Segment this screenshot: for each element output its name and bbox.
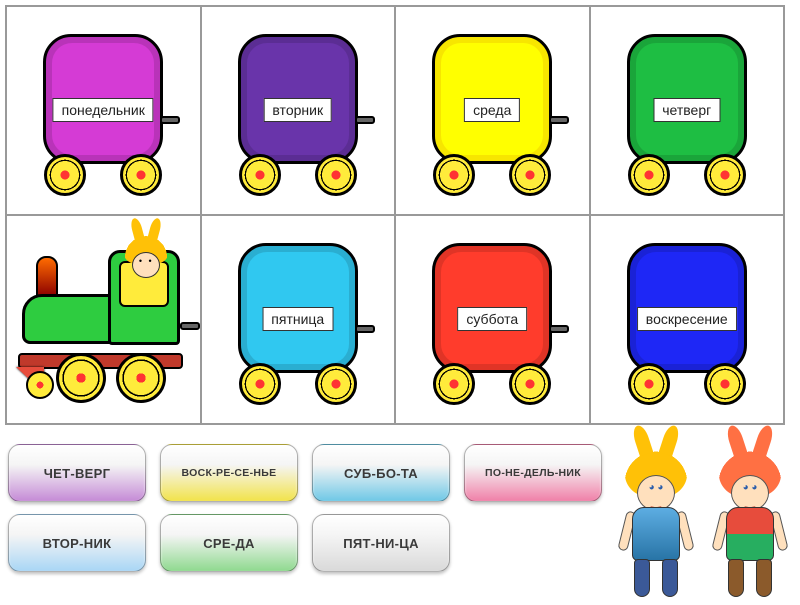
wagon[interactable]: четверг [622, 26, 752, 196]
character-legs [634, 559, 678, 597]
grid-cell: пятница [201, 215, 396, 424]
wagon[interactable]: понедельник [38, 26, 168, 196]
wheel-icon [704, 154, 746, 196]
grid-cell: понедельник [6, 6, 201, 215]
syllable-button[interactable]: СУБ-БО-ТА [312, 444, 450, 502]
button-row-2: ВТОР-НИКСРЕ-ДАПЯТ-НИ-ЦА [8, 514, 612, 572]
wheel-icon [120, 154, 162, 196]
connector [355, 116, 375, 124]
wagon[interactable]: среда [427, 26, 557, 196]
syllable-buttons: ЧЕТ-ВЕРГВОСК-РЕ-СЕ-НЬЕСУБ-БО-ТАПО-НЕ-ДЕЛ… [8, 444, 612, 599]
wheel-icon [239, 154, 281, 196]
connector [180, 322, 200, 330]
wheel-icon [433, 363, 475, 405]
character-body [726, 507, 774, 561]
wagon[interactable]: суббота [427, 235, 557, 405]
wheel-icon [433, 154, 475, 196]
connector [355, 325, 375, 333]
wheel-icon [704, 363, 746, 405]
day-label: вторник [263, 98, 332, 122]
character [612, 447, 700, 599]
day-label: суббота [457, 307, 527, 331]
wheel-icon [315, 363, 357, 405]
button-row-1: ЧЕТ-ВЕРГВОСК-РЕ-СЕ-НЬЕСУБ-БО-ТАПО-НЕ-ДЕЛ… [8, 444, 612, 502]
character-legs [728, 559, 772, 597]
wheel-icon [44, 154, 86, 196]
wheel-icon [628, 363, 670, 405]
syllable-button[interactable]: СРЕ-ДА [160, 514, 298, 572]
connector [160, 116, 180, 124]
grid-cell: суббота [395, 215, 590, 424]
locomotive-chimney [36, 256, 58, 298]
wheel-icon [26, 371, 54, 399]
bottom-area: ЧЕТ-ВЕРГВОСК-РЕ-СЕ-НЬЕСУБ-БО-ТАПО-НЕ-ДЕЛ… [8, 444, 792, 599]
day-label: воскресение [637, 307, 737, 331]
character-face [637, 475, 675, 511]
characters [612, 444, 792, 599]
wheel-icon [239, 363, 281, 405]
wagon[interactable]: вторник [233, 26, 363, 196]
wheel-icon [56, 353, 106, 403]
day-label: четверг [653, 98, 720, 122]
locomotive [18, 232, 188, 407]
day-label: пятница [262, 307, 333, 331]
syllable-button[interactable]: ВОСК-РЕ-СЕ-НЬЕ [160, 444, 298, 502]
character-body [632, 507, 680, 561]
character [706, 447, 794, 599]
train-grid: понедельник вторник среда четверг пятница суб… [5, 5, 785, 425]
grid-cell: вторник [201, 6, 396, 215]
grid-cell: четверг [590, 6, 785, 215]
wheel-icon [628, 154, 670, 196]
connector [549, 325, 569, 333]
locomotive-driver [120, 234, 172, 286]
grid-cell: воскресение [590, 215, 785, 424]
wheel-icon [315, 154, 357, 196]
syllable-button[interactable]: ПЯТ-НИ-ЦА [312, 514, 450, 572]
wheel-icon [509, 363, 551, 405]
wagon[interactable]: пятница [233, 235, 363, 405]
connector [549, 116, 569, 124]
wheel-icon [509, 154, 551, 196]
grid-cell [6, 215, 201, 424]
syllable-button[interactable]: ПО-НЕ-ДЕЛЬ-НИК [464, 444, 602, 502]
wheel-icon [116, 353, 166, 403]
wagon[interactable]: воскресение [622, 235, 752, 405]
syllable-button[interactable]: ВТОР-НИК [8, 514, 146, 572]
locomotive-boiler [22, 294, 117, 344]
character-face [731, 475, 769, 511]
syllable-button[interactable]: ЧЕТ-ВЕРГ [8, 444, 146, 502]
day-label: понедельник [53, 98, 154, 122]
grid-cell: среда [395, 6, 590, 215]
day-label: среда [464, 98, 520, 122]
